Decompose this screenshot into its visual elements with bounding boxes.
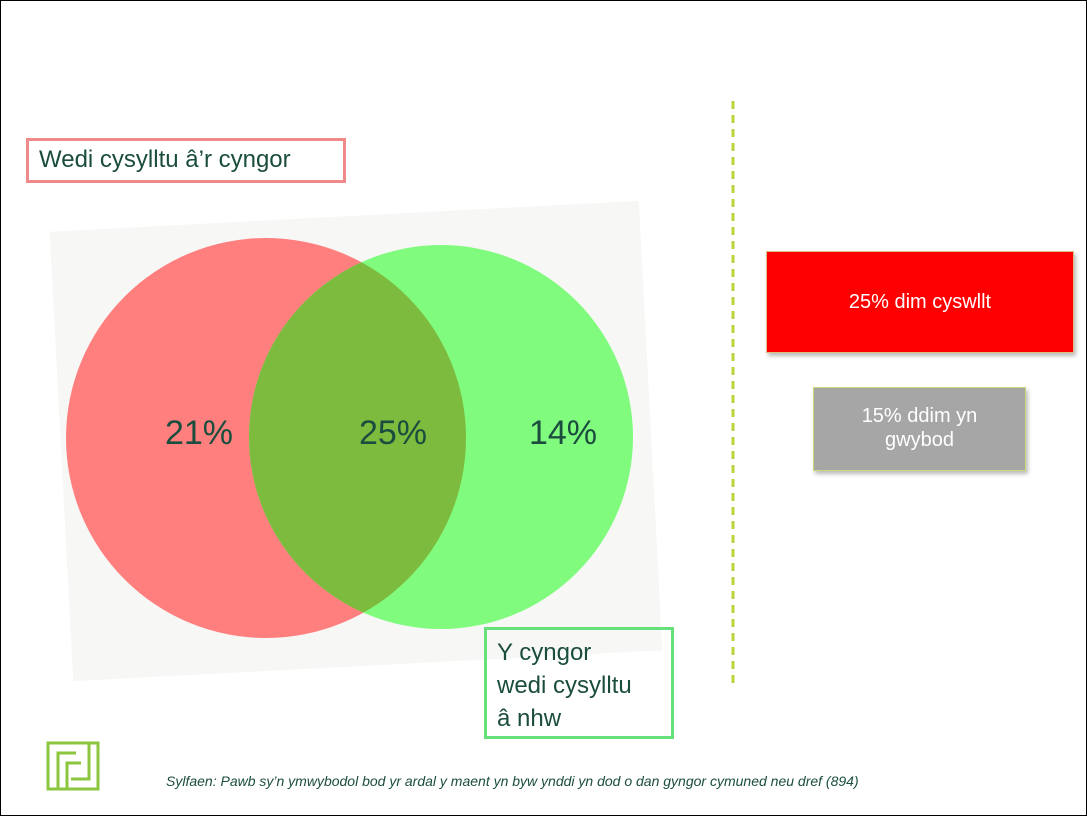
label-line: Y cyngor <box>497 639 592 666</box>
both-value: 25% <box>359 414 427 452</box>
dont-know-box: 15% ddim yn gwybod <box>813 387 1026 471</box>
left-only-value: 21% <box>165 414 233 452</box>
footnote: Sylfaen: Pawb sy’n ymwybodol bod yr arda… <box>166 773 859 789</box>
right-set-label: Y cyngor wedi cysylltu â nhw <box>484 627 674 739</box>
no-contact-box: 25% dim cyswllt <box>766 251 1074 353</box>
overlap <box>249 245 466 629</box>
logo <box>46 741 100 791</box>
right-only-value: 14% <box>529 414 597 452</box>
box-line: 15% ddim yn <box>861 405 978 427</box>
label-line: wedi cysylltu <box>497 672 632 699</box>
left-set-label: Wedi cysylltu â’r cyngor <box>26 138 346 183</box>
label-line: â nhw <box>497 705 562 732</box>
box-line: gwybod <box>885 429 954 451</box>
